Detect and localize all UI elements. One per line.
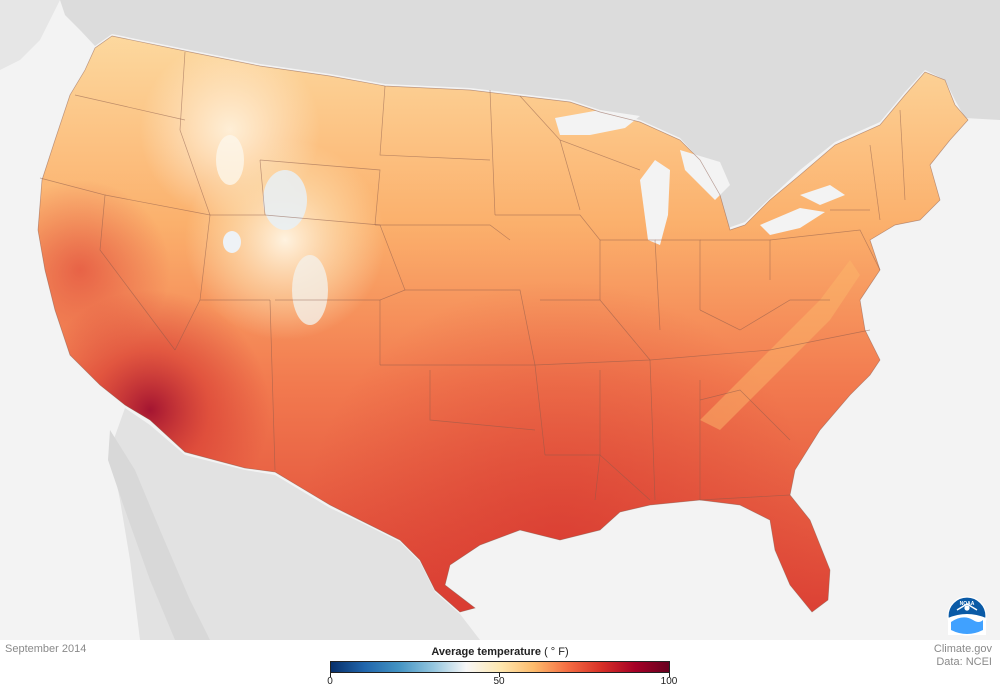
temperature-map: NOAA bbox=[0, 0, 1000, 640]
legend-title-text: Average temperature bbox=[431, 646, 541, 658]
noaa-logo-text: NOAA bbox=[960, 601, 975, 607]
legend-label-max: 100 bbox=[660, 676, 678, 687]
neighbor-land bbox=[0, 0, 1000, 640]
legend-tick-max bbox=[669, 673, 670, 677]
credit-data-source: Data: NCEI bbox=[936, 656, 992, 668]
legend-color-bar bbox=[330, 661, 670, 673]
legend-label-mid: 50 bbox=[493, 676, 505, 687]
noaa-logo-icon: NOAA bbox=[947, 596, 987, 636]
legend-tick-min bbox=[330, 673, 331, 677]
us-map-svg: NOAA bbox=[0, 0, 1000, 640]
state-borders bbox=[37, 35, 969, 613]
map-footer: September 2014 Average temperature ( ° F… bbox=[0, 640, 1000, 690]
credit-block: Climate.gov Data: NCEI bbox=[934, 643, 992, 669]
legend-title: Average temperature ( ° F) bbox=[330, 646, 670, 658]
great-lakes bbox=[555, 110, 845, 245]
legend-tick-mid bbox=[499, 673, 500, 677]
legend-unit: ( ° F) bbox=[544, 646, 569, 658]
great-salt-lake bbox=[223, 231, 241, 253]
legend-label-min: 0 bbox=[327, 676, 333, 687]
credit-site-link[interactable]: Climate.gov bbox=[933, 643, 992, 655]
date-label: September 2014 bbox=[5, 643, 87, 655]
